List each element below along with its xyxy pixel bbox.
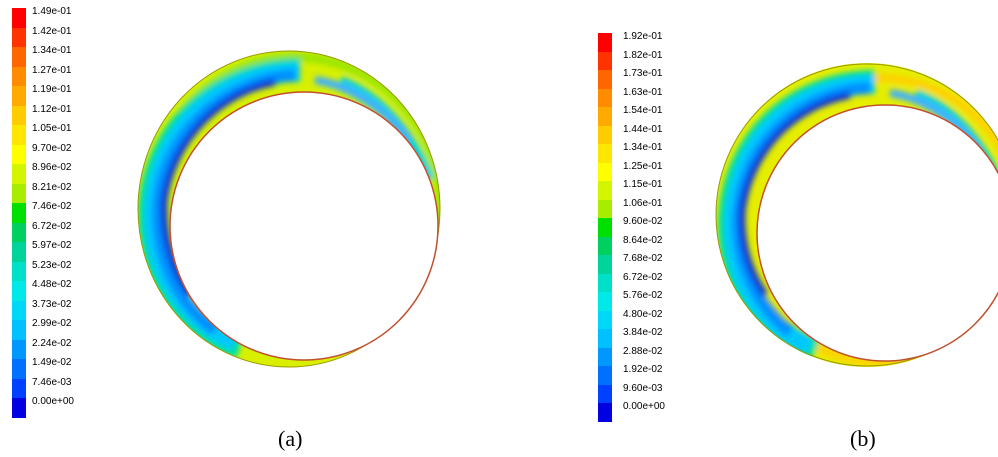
legend-swatch [598,70,612,89]
legend-swatch [12,300,26,321]
legend-label: 1.25e-01 [623,160,663,172]
legend-swatch [12,47,26,67]
legend-swatch [12,261,26,282]
legend-swatch [598,125,612,145]
legend-label: 7.46e-02 [32,201,72,212]
legend-swatch [12,8,26,28]
panel-a: 1.49e-01 1.42e-01 1.34e-01 1.27e-01 1.19e-01… [12,6,441,451]
legend-label: 8.21e-02 [32,181,72,193]
legend-swatch [598,162,612,182]
legend-swatch [598,33,612,52]
legend-label: 1.06e-01 [623,197,663,209]
legend-swatch [12,125,26,145]
legend-swatch [12,398,26,418]
legend-swatch [12,183,26,204]
legend-label: 1.92e-02 [623,364,663,375]
contour-plot-b [715,63,998,368]
legend-swatch [598,384,612,404]
legend-label: 1.12e-01 [32,103,72,115]
legend-label: 1.49e-01 [32,6,72,17]
legend-label: 5.97e-02 [32,240,72,251]
legend-swatch [598,236,612,256]
legend-swatch [12,281,26,301]
legend-label: 2.88e-02 [623,345,663,357]
legend-swatch [598,273,612,293]
legend-label: 1.42e-01 [32,25,72,37]
legend-swatch [598,218,612,237]
legend-swatch [598,310,612,330]
legend-swatch [12,203,26,223]
legend-swatch [598,255,612,274]
legend-swatch [12,320,26,340]
legend-label: 6.72e-02 [32,220,72,232]
legend-label: 7.68e-02 [623,253,663,264]
legend-label: 1.54e-01 [623,105,663,116]
panel-b: 1.92e-01 1.82e-01 1.73e-01 1.63e-01 1.54e-01… [560,0,998,457]
legend-swatch [12,222,26,243]
legend-swatch [598,199,612,219]
legend-label: 1.82e-01 [623,49,663,61]
legend-label: 5.23e-02 [32,259,72,271]
legend-label: 1.73e-01 [623,68,663,79]
legend-label: 0.00e+00 [32,396,74,407]
legend-label: 5.76e-02 [623,290,663,301]
legend-label: 9.60e-03 [623,382,663,394]
legend-swatch [598,88,612,108]
legend-swatch [12,27,26,48]
legend-swatch [12,66,26,87]
legend-swatch [598,107,612,126]
legend-swatch [598,292,612,311]
legend-label: 3.73e-02 [32,298,72,310]
legend-swatch [12,359,26,379]
legend-label: 6.72e-02 [623,271,663,283]
legend-label: 4.80e-02 [623,308,663,320]
legend-label: 9.70e-02 [32,142,72,154]
legend-swatch [12,378,26,399]
legend-swatch [12,105,26,126]
legend-swatch [598,181,612,200]
legend-swatch [598,51,612,71]
legend-label: 9.60e-02 [623,216,663,227]
legend-label: 2.24e-02 [32,337,72,349]
legend-label: 1.92e-01 [623,31,663,42]
legend-label: 1.34e-01 [32,45,72,56]
legend-label: 8.96e-02 [32,162,72,173]
legend-label: 8.64e-02 [623,234,663,246]
legend-swatch [12,86,26,106]
legend-label: 1.19e-01 [32,84,72,95]
legend-label: 7.46e-03 [32,376,72,388]
legend-swatch [598,347,612,367]
legend-label: 3.84e-02 [623,327,663,338]
legend-swatch [12,339,26,360]
legend-label: 1.49e-02 [32,357,72,368]
legend-label: 4.48e-02 [32,279,72,290]
contour-plot-a [137,50,441,368]
legend-swatch [598,329,612,348]
legend-label: 2.99e-02 [32,318,72,329]
legend-swatch [12,144,26,165]
legend-swatch [598,366,612,385]
legend-swatch [598,403,612,422]
legend-label: 1.34e-01 [623,142,663,153]
legend-label: 1.63e-01 [623,86,663,98]
legend-label: 0.00e+00 [623,401,665,412]
legend-swatch [598,144,612,163]
legend-label: 1.27e-01 [32,64,72,76]
legend-swatch [12,242,26,262]
legend-label: 1.44e-01 [623,123,663,135]
legend-label: 1.15e-01 [623,179,663,190]
caption-a: (a) [278,426,303,451]
caption-b: (b) [850,426,876,451]
legend-swatch [12,164,26,184]
legend-label: 1.05e-01 [32,123,72,134]
